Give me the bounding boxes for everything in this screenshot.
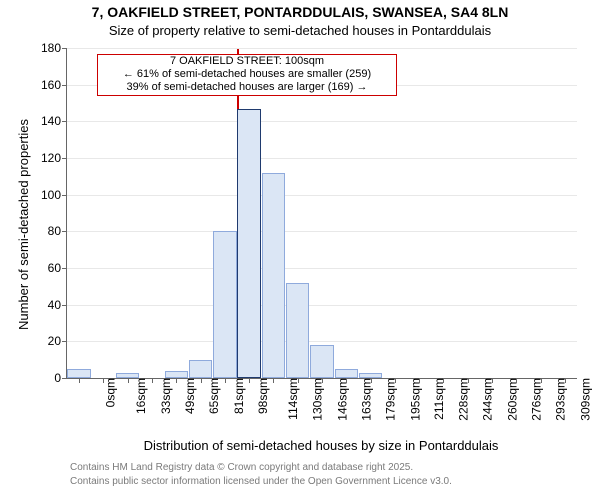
plot-area: 0204060801001201401601800sqm16sqm33sqm49…	[66, 48, 577, 379]
gridline	[67, 231, 577, 232]
chart-subtitle: Size of property relative to semi-detach…	[0, 23, 600, 38]
xtick-label: 49sqm	[179, 378, 197, 414]
xtick-mark	[152, 378, 153, 383]
histogram-bar	[310, 345, 333, 378]
histogram-bar	[67, 369, 90, 378]
xtick-label: 130sqm	[307, 378, 325, 421]
gridline	[67, 268, 577, 269]
xtick-label: 179sqm	[380, 378, 398, 421]
xtick-mark	[419, 378, 420, 383]
xtick-label: 276sqm	[526, 378, 544, 421]
ytick-label: 180	[41, 41, 67, 55]
xtick-mark	[443, 378, 444, 383]
xtick-label: 163sqm	[356, 378, 374, 421]
ytick-label: 80	[48, 224, 67, 238]
histogram-bar	[262, 173, 285, 378]
histogram-bar	[213, 231, 236, 378]
xtick-mark	[395, 378, 396, 383]
xtick-label: 244sqm	[477, 378, 495, 421]
xtick-mark	[468, 378, 469, 383]
xtick-mark	[298, 378, 299, 383]
xtick-mark	[225, 378, 226, 383]
xtick-mark	[103, 378, 104, 383]
histogram-bar	[237, 109, 260, 379]
gridline	[67, 305, 577, 306]
histogram-bar	[165, 371, 188, 378]
xtick-label: 0sqm	[99, 378, 117, 407]
histogram-bar	[335, 369, 358, 378]
xtick-label: 33sqm	[155, 378, 173, 414]
gridline	[67, 158, 577, 159]
footer-line-1: Contains HM Land Registry data © Crown c…	[70, 462, 413, 473]
xtick-mark	[201, 378, 202, 383]
xtick-label: 195sqm	[404, 378, 422, 421]
gridline	[67, 48, 577, 49]
ytick-label: 40	[48, 298, 67, 312]
xtick-label: 211sqm	[428, 378, 446, 420]
xtick-mark	[565, 378, 566, 383]
xtick-label: 114sqm	[282, 378, 300, 420]
xtick-mark	[516, 378, 517, 383]
histogram-bar	[286, 283, 309, 378]
ytick-label: 20	[48, 334, 67, 348]
annotation-line-2: ← 61% of semi-detached houses are smalle…	[98, 68, 396, 81]
xtick-mark	[371, 378, 372, 383]
xtick-mark	[322, 378, 323, 383]
xtick-mark	[249, 378, 250, 383]
ytick-label: 120	[41, 151, 67, 165]
xtick-label: 309sqm	[574, 378, 592, 421]
chart-container: { "chart": { "type": "histogram", "title…	[0, 0, 600, 500]
xtick-label: 81sqm	[228, 378, 246, 414]
gridline	[67, 341, 577, 342]
ytick-label: 60	[48, 261, 67, 275]
gridline	[67, 121, 577, 122]
ytick-label: 160	[41, 78, 67, 92]
y-axis-label: Number of semi-detached properties	[16, 119, 31, 330]
xtick-label: 146sqm	[331, 378, 349, 421]
xtick-label: 260sqm	[501, 378, 519, 421]
xtick-mark	[128, 378, 129, 383]
xtick-label: 65sqm	[203, 378, 221, 414]
annotation-line-1: 7 OAKFIELD STREET: 100sqm	[98, 55, 396, 68]
chart-title: 7, OAKFIELD STREET, PONTARDDULAIS, SWANS…	[0, 4, 600, 20]
footer-line-2: Contains public sector information licen…	[70, 476, 452, 487]
xtick-mark	[79, 378, 80, 383]
xtick-mark	[273, 378, 274, 383]
xtick-mark	[346, 378, 347, 383]
gridline	[67, 195, 577, 196]
xtick-label: 293sqm	[550, 378, 568, 421]
ytick-label: 140	[41, 114, 67, 128]
xtick-label: 16sqm	[130, 378, 148, 414]
xtick-label: 228sqm	[453, 378, 471, 421]
annotation-box: 7 OAKFIELD STREET: 100sqm ← 61% of semi-…	[97, 54, 397, 96]
xtick-mark	[492, 378, 493, 383]
annotation-line-3: 39% of semi-detached houses are larger (…	[98, 81, 396, 94]
xtick-mark	[541, 378, 542, 383]
ytick-label: 0	[54, 371, 67, 385]
xtick-label: 98sqm	[252, 378, 270, 414]
xtick-mark	[176, 378, 177, 383]
x-axis-label: Distribution of semi-detached houses by …	[66, 438, 576, 453]
ytick-label: 100	[41, 188, 67, 202]
histogram-bar	[189, 360, 212, 378]
